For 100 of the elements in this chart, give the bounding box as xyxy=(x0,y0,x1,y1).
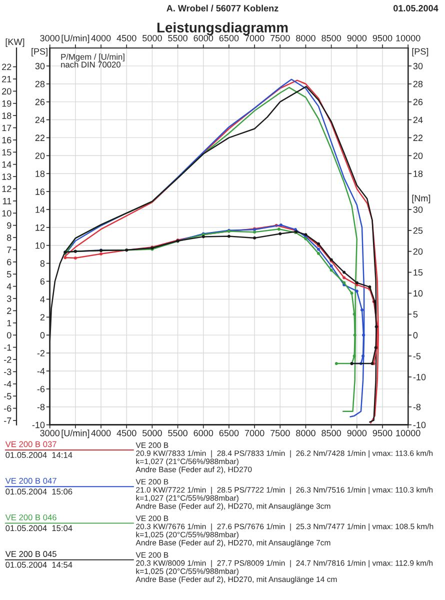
y-tick-label: -8 xyxy=(37,404,45,410)
y3-tick-label: 4 xyxy=(6,283,12,290)
y3-tick-label: 5 xyxy=(6,271,12,278)
x2-tick-label: 10000 xyxy=(396,34,420,42)
text: VE 200 B 047 xyxy=(5,478,56,484)
text: VE 200 B 045 xyxy=(5,551,56,557)
y-tick-label: 0 xyxy=(413,332,418,338)
y-tick-label: 10 xyxy=(414,290,423,297)
y3-tick-label: 17 xyxy=(2,124,12,132)
y3-tick-label: -2 xyxy=(4,356,12,363)
y-tick-label: 12 xyxy=(36,224,45,231)
x2-tick-label: [U/min] xyxy=(62,34,90,44)
y-tick-label: 8 xyxy=(40,260,45,267)
y3-tick-label: 16 xyxy=(2,136,12,144)
x-tick-label: 9500 xyxy=(372,430,392,436)
text: A. Wrobel / 56077 Koblenz xyxy=(166,4,278,12)
x2-tick-label: 6500 xyxy=(219,34,239,42)
y3-tick-label: -7 xyxy=(4,418,12,424)
x2-tick-label: 5000 xyxy=(142,34,162,42)
y3-tick-label: 0 xyxy=(6,332,12,338)
y3-axis-title: [KW] xyxy=(6,38,24,47)
y-axis-title: [PS] xyxy=(32,48,48,56)
y-tick-label: 20 xyxy=(35,152,45,160)
chart-title: Leistungsdiagramm xyxy=(157,22,288,36)
text: 01.05.2004 14:54 xyxy=(6,562,72,568)
y3-tick-label: 1 xyxy=(7,320,12,326)
y-tick-label: 6 xyxy=(40,278,45,285)
y3-tick-label: 11 xyxy=(2,198,12,204)
y3-tick-label: -6 xyxy=(4,405,12,412)
x2-tick-label: 6000 xyxy=(194,34,214,42)
y-tick-label: 0 xyxy=(40,332,45,338)
y-tick-label: 15 xyxy=(414,269,423,276)
y-tick-label: 2 xyxy=(40,314,45,320)
y-tick-label: -10 xyxy=(413,374,426,380)
x-tick-label: 5500 xyxy=(168,430,188,436)
y-tick-label: -4 xyxy=(37,368,45,374)
x2-tick-label: 7000 xyxy=(244,34,264,42)
x-tick-label: 8000 xyxy=(296,430,316,436)
annotation: P/Mgem / [U/min] nach DIN 70020 xyxy=(61,54,124,68)
x-tick-label: 7500 xyxy=(270,430,290,436)
y-tick-label: 20 xyxy=(413,248,423,255)
x2-tick-label: 4500 xyxy=(116,34,136,42)
x-tick-label: 6000 xyxy=(194,430,214,436)
y-tick-label: 5 xyxy=(413,311,418,318)
x2-tick-label: 9500 xyxy=(372,34,392,42)
text: VE 200 B 037 xyxy=(5,441,56,448)
text: 01.05.2004 14:14 xyxy=(6,452,72,458)
y-tick-label: 28 xyxy=(35,80,45,88)
y-axis-title: [Nm] xyxy=(412,194,430,204)
y3-tick-label: 22 xyxy=(2,64,12,70)
y-tick-label: 22 xyxy=(35,134,45,141)
x2-tick-label: 8500 xyxy=(322,34,341,42)
x-tick-label: 5000 xyxy=(142,430,162,436)
text: VE 200 B 046 xyxy=(5,514,56,520)
y3-tick-label: -3 xyxy=(4,368,12,376)
y3-tick-label: 8 xyxy=(7,234,12,241)
y3-tick-label: 2 xyxy=(7,308,12,314)
x2-tick-label: 9000 xyxy=(347,34,367,42)
y3-tick-label: 6 xyxy=(7,258,12,266)
x2-tick-label: 4000 xyxy=(91,34,111,42)
x-tick-label: 6500 xyxy=(219,430,239,436)
y-tick-label: 25 xyxy=(413,227,423,234)
y-tick-label: 16 xyxy=(36,188,45,195)
x2-tick-label: 7500 xyxy=(270,34,290,42)
x-tick-label: 4000 xyxy=(91,430,111,436)
y-tick-label: 14 xyxy=(36,206,45,213)
x2-tick-label: 8000 xyxy=(296,34,316,42)
y-tick-label: -6 xyxy=(37,386,45,392)
text: 01.05.2004 15:04 xyxy=(6,525,72,532)
y3-tick-label: 20 xyxy=(2,88,12,95)
y3-tick-label: 15 xyxy=(2,149,12,156)
y-tick-label: 26 xyxy=(35,98,45,106)
y3-tick-label: 3 xyxy=(6,295,12,302)
y-tick-label: -10 xyxy=(32,422,45,428)
y3-tick-label: 19 xyxy=(2,100,12,107)
y3-tick-label: -4 xyxy=(4,380,12,388)
y-tick-label: 4 xyxy=(40,296,45,302)
y3-tick-label: 13 xyxy=(2,174,12,180)
y-tick-label: 30 xyxy=(35,62,45,70)
y2-axis-title: [PS] xyxy=(412,48,428,56)
y-tick-label: -2 xyxy=(37,350,45,356)
y-tick-label: -5 xyxy=(413,353,421,360)
y-tick-label: 30 xyxy=(413,206,423,213)
y3-tick-label: 21 xyxy=(2,76,12,82)
x-tick-label: 10000 xyxy=(396,430,420,436)
x-tick-label: 8500 xyxy=(322,430,341,436)
y3-tick-label: 7 xyxy=(7,246,12,253)
y3-tick-label: 10 xyxy=(2,210,12,216)
x-tick-label: 4500 xyxy=(116,430,136,436)
y-tick-label: 18 xyxy=(36,170,45,177)
x-tick-label: 9000 xyxy=(347,430,367,436)
y3-tick-label: -5 xyxy=(4,393,12,400)
x-tick-label: [U/min] xyxy=(62,430,90,438)
y-tick-label: 24 xyxy=(35,116,45,124)
y3-tick-label: 9 xyxy=(7,222,12,229)
x-tick-label: 7000 xyxy=(244,430,264,436)
text: 01.05.2004 xyxy=(394,5,438,12)
y3-tick-label: 18 xyxy=(2,112,12,119)
x2-tick-label: 3000 xyxy=(40,34,60,42)
y3-tick-label: 12 xyxy=(2,186,12,192)
